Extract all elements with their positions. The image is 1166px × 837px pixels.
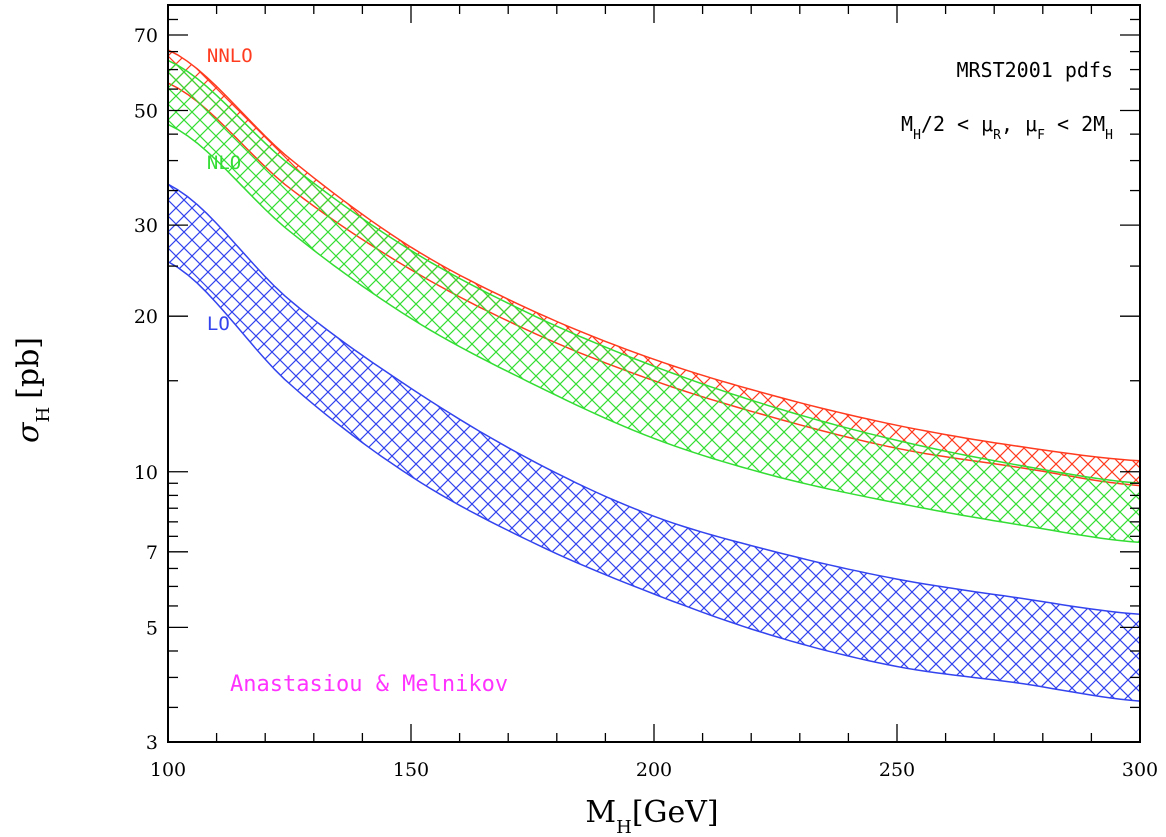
scale-annotation: MH/2 < μR, μF < 2MH <box>901 112 1113 143</box>
labels-layer: NNLO NLO LO <box>207 45 253 335</box>
y-tick-label: 7 <box>146 542 158 564</box>
series-label-nlo: NLO <box>207 152 241 174</box>
x-tick-label: 300 <box>1122 759 1158 781</box>
series-label-nnlo: NNLO <box>207 45 253 67</box>
y-tick-label: 10 <box>134 462 158 484</box>
x-axis-title: MH[GeV] <box>585 795 718 837</box>
credit-annotation: Anastasiou & Melnikov <box>230 672 508 697</box>
band-nlo-lower-edge <box>167 123 1141 544</box>
ticks-layer: 100 150 200 250 300 3 5 7 10 20 30 50 70 <box>134 4 1158 781</box>
pdf-annotation: MRST2001 pdfs <box>956 58 1113 82</box>
x-tick-label: 250 <box>879 759 915 781</box>
y-tick-label: 50 <box>134 100 158 122</box>
y-axis-title: σH[pb] <box>11 337 54 443</box>
band-nnlo-upper-edge <box>167 49 1141 462</box>
y-tick-label: 30 <box>134 215 158 237</box>
band-nlo <box>168 60 1140 543</box>
band-nlo-upper-edge <box>167 59 1141 485</box>
band-lo-lower-edge <box>167 260 1141 702</box>
x-tick-label: 200 <box>636 759 672 781</box>
series-label-lo: LO <box>207 313 230 335</box>
y-tick-label: 5 <box>146 617 158 639</box>
band-lo <box>168 184 1140 702</box>
y-tick-label: 70 <box>134 25 158 47</box>
band-lo-upper-edge <box>167 183 1141 616</box>
plot-frame <box>167 4 1141 743</box>
y-tick-label: 20 <box>134 306 158 328</box>
x-tick-label: 150 <box>393 759 429 781</box>
bands-layer <box>167 49 1141 702</box>
x-tick-label: 100 <box>150 759 186 781</box>
y-tick-label: 3 <box>146 732 158 754</box>
